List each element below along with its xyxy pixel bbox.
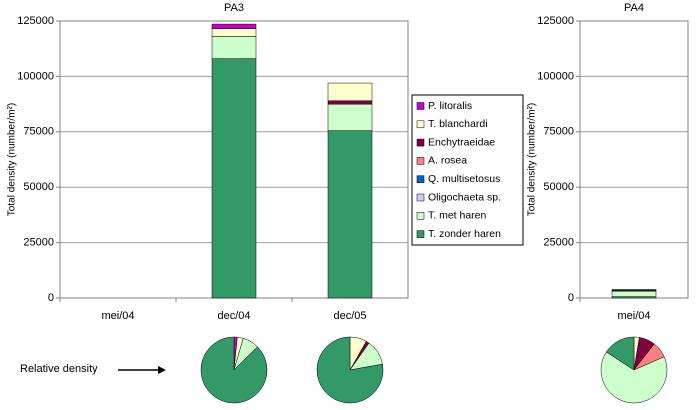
y-tick-label: 25000 (543, 237, 574, 249)
x-tick-label: mei/04 (101, 310, 134, 322)
y-tick-label: 100000 (17, 70, 54, 82)
legend-label: Oligochaeta sp. (428, 191, 501, 203)
plot-frame (579, 20, 689, 299)
bar-segment (211, 23, 257, 29)
legend-label: T. blanchardi (428, 118, 488, 130)
x-tick-label: dec/05 (333, 310, 366, 322)
legend-label: A. rosea (428, 155, 467, 167)
pie-slice (600, 351, 668, 404)
y-tick-label: 50000 (23, 181, 54, 193)
panel-title: PA3 (224, 2, 244, 14)
legend-swatch (416, 120, 425, 129)
x-tick-label: mei/04 (617, 310, 650, 322)
pie-slice (200, 336, 268, 404)
y-tick-label: 75000 (23, 126, 54, 138)
legend-swatch (416, 212, 425, 220)
legend-label: Q. multisetosus (428, 173, 500, 185)
y-axis-label: Total density (number/m²) (527, 103, 538, 216)
bar-segment (211, 58, 257, 299)
bar-segment (327, 103, 373, 131)
y-tick-label: 125000 (17, 15, 54, 27)
y-tick-label: 0 (48, 292, 54, 304)
legend-swatch (416, 175, 425, 183)
y-tick-label: 125000 (537, 15, 574, 27)
panel-title: PA4 (624, 2, 644, 14)
y-tick-label: 0 (568, 292, 574, 304)
y-tick-label: 50000 (543, 181, 574, 193)
pie-slice (606, 336, 635, 371)
y-tick-label: 100000 (537, 70, 574, 82)
legend-label: T. zonder haren (428, 228, 501, 240)
legend-swatch (416, 138, 425, 147)
legend-label: Enchytraeidae (428, 136, 495, 148)
legend-swatch (416, 230, 425, 238)
y-tick-label: 25000 (23, 237, 54, 249)
bar-segment (211, 28, 257, 37)
pie-slice (316, 336, 384, 404)
legend-swatch (416, 102, 425, 110)
bar-segment (327, 100, 373, 105)
legend-frame (411, 94, 524, 246)
y-tick-label: 75000 (543, 126, 574, 138)
bar-segment (327, 130, 373, 299)
legend-swatch (416, 157, 425, 165)
bar-segment (211, 36, 257, 59)
annotation: Relative density (20, 363, 98, 375)
legend-label: T. met haren (428, 210, 487, 222)
x-tick-label: dec/04 (217, 310, 250, 322)
bar-segment (327, 82, 373, 102)
legend-swatch (416, 193, 425, 202)
legend-label: P. litoralis (428, 100, 472, 112)
y-axis-label: Total density (number/m²) (7, 103, 18, 216)
bar-segment (611, 290, 657, 297)
arrow-head (158, 366, 166, 374)
